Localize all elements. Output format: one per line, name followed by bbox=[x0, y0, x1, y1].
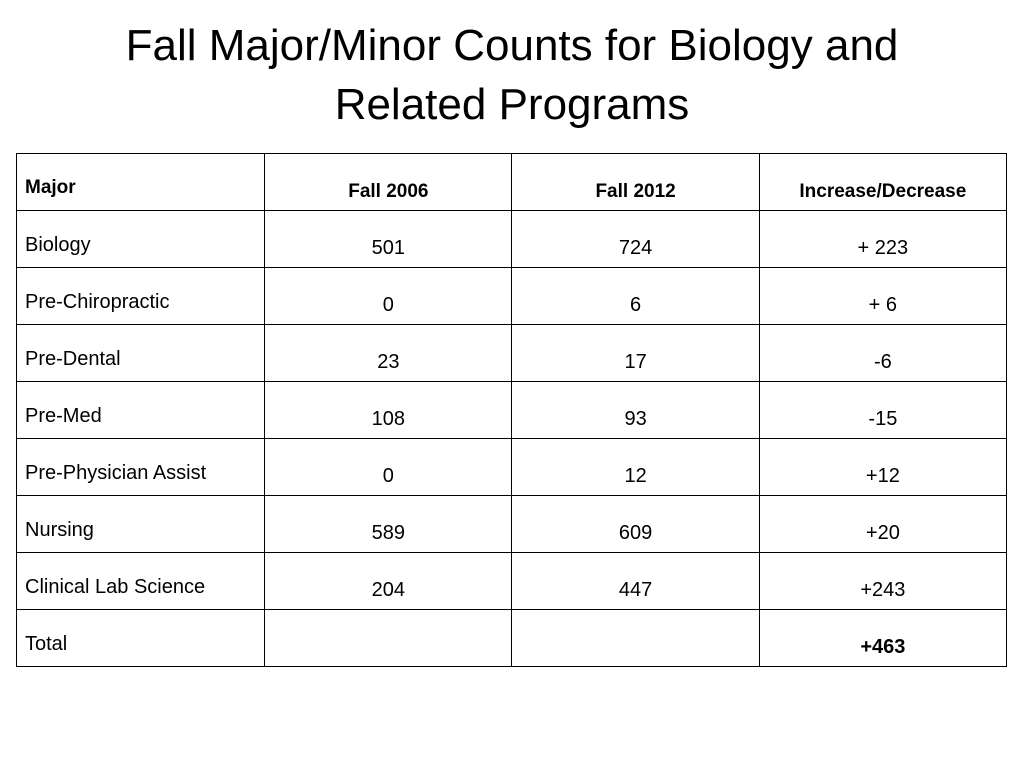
change-cell: + 6 bbox=[758, 267, 1008, 325]
slide-title-line-2: Related Programs bbox=[334, 80, 690, 129]
change-value: + 6 bbox=[868, 294, 898, 316]
counts-table: Major Fall 2006 Fall 2012 Increase/Decre… bbox=[15, 153, 1008, 667]
fall-2012-value: 609 bbox=[618, 522, 653, 544]
fall-2012-value: 12 bbox=[624, 465, 647, 487]
change-value: +20 bbox=[865, 522, 900, 544]
fall-2012-cell: 447 bbox=[511, 552, 760, 610]
change-value: -15 bbox=[868, 408, 898, 430]
major-name: Total bbox=[25, 633, 68, 655]
major-name: Clinical Lab Science bbox=[25, 576, 206, 598]
fall-2012-value: 17 bbox=[624, 351, 647, 373]
header-increase-decrease-label: Increase/Decrease bbox=[799, 181, 967, 202]
table-row: Pre-Med 108 93 -15 bbox=[15, 381, 1008, 439]
fall-2012-cell: 724 bbox=[511, 210, 760, 268]
header-fall-2006-label: Fall 2006 bbox=[348, 181, 429, 202]
header-increase-decrease: Increase/Decrease bbox=[758, 153, 1008, 211]
header-major-label: Major bbox=[25, 177, 76, 198]
change-cell: +12 bbox=[758, 438, 1008, 496]
table-row: Biology 501 724 + 223 bbox=[15, 210, 1008, 268]
total-change-cell: +463 bbox=[758, 609, 1008, 667]
slide-title-line-1: Fall Major/Minor Counts for Biology and bbox=[125, 21, 899, 70]
fall-2012-cell: 609 bbox=[511, 495, 760, 553]
table-row: Clinical Lab Science 204 447 +243 bbox=[15, 552, 1008, 610]
fall-2006-cell bbox=[264, 609, 513, 667]
fall-2012-value: 6 bbox=[630, 294, 642, 316]
major-cell: Pre-Med bbox=[15, 381, 266, 439]
major-cell: Pre-Physician Assist bbox=[15, 438, 266, 496]
major-name: Pre-Dental bbox=[25, 348, 121, 370]
major-name: Nursing bbox=[25, 519, 94, 541]
table-header-row: Major Fall 2006 Fall 2012 Increase/Decre… bbox=[15, 153, 1008, 211]
counts-table-container: Major Fall 2006 Fall 2012 Increase/Decre… bbox=[15, 153, 1008, 667]
fall-2006-value: 204 bbox=[371, 579, 406, 601]
fall-2012-cell bbox=[511, 609, 760, 667]
table-row: Pre-Chiropractic 0 6 + 6 bbox=[15, 267, 1008, 325]
table-row: Nursing 589 609 +20 bbox=[15, 495, 1008, 553]
table-total-row: Total +463 bbox=[15, 609, 1008, 667]
major-cell: Nursing bbox=[15, 495, 266, 553]
major-cell: Pre-Chiropractic bbox=[15, 267, 266, 325]
fall-2012-cell: 17 bbox=[511, 324, 760, 382]
header-fall-2006: Fall 2006 bbox=[264, 153, 513, 211]
fall-2006-cell: 23 bbox=[264, 324, 513, 382]
fall-2006-cell: 589 bbox=[264, 495, 513, 553]
change-cell: +20 bbox=[758, 495, 1008, 553]
change-cell: +243 bbox=[758, 552, 1008, 610]
change-cell: + 223 bbox=[758, 210, 1008, 268]
total-change-value: +463 bbox=[860, 636, 906, 658]
table-row: Pre-Dental 23 17 -6 bbox=[15, 324, 1008, 382]
change-value: + 223 bbox=[857, 237, 909, 259]
table-row: Pre-Physician Assist 0 12 +12 bbox=[15, 438, 1008, 496]
major-name: Pre-Med bbox=[25, 405, 102, 427]
change-value: +12 bbox=[865, 465, 900, 487]
fall-2006-value: 23 bbox=[377, 351, 400, 373]
major-cell: Biology bbox=[15, 210, 266, 268]
major-cell: Clinical Lab Science bbox=[15, 552, 266, 610]
header-major: Major bbox=[15, 153, 266, 211]
slide-title: Fall Major/Minor Counts for Biology and … bbox=[40, 16, 984, 134]
fall-2006-value: 0 bbox=[382, 294, 394, 316]
fall-2006-value: 0 bbox=[382, 465, 394, 487]
fall-2006-cell: 204 bbox=[264, 552, 513, 610]
header-fall-2012-label: Fall 2012 bbox=[595, 181, 676, 202]
fall-2006-cell: 0 bbox=[264, 267, 513, 325]
fall-2006-value: 108 bbox=[371, 408, 406, 430]
fall-2012-cell: 6 bbox=[511, 267, 760, 325]
change-value: -6 bbox=[873, 351, 892, 373]
fall-2006-cell: 0 bbox=[264, 438, 513, 496]
major-name: Pre-Chiropractic bbox=[25, 291, 170, 313]
fall-2006-value: 589 bbox=[371, 522, 406, 544]
major-name: Pre-Physician Assist bbox=[25, 462, 207, 484]
major-cell: Pre-Dental bbox=[15, 324, 266, 382]
fall-2012-value: 93 bbox=[624, 408, 647, 430]
fall-2012-value: 447 bbox=[618, 579, 653, 601]
change-cell: -6 bbox=[758, 324, 1008, 382]
fall-2006-cell: 108 bbox=[264, 381, 513, 439]
header-fall-2012: Fall 2012 bbox=[511, 153, 760, 211]
fall-2012-cell: 12 bbox=[511, 438, 760, 496]
fall-2012-value: 724 bbox=[618, 237, 653, 259]
major-cell: Total bbox=[15, 609, 266, 667]
fall-2012-cell: 93 bbox=[511, 381, 760, 439]
change-cell: -15 bbox=[758, 381, 1008, 439]
major-name: Biology bbox=[25, 234, 91, 256]
fall-2006-value: 501 bbox=[371, 237, 406, 259]
change-value: +243 bbox=[860, 579, 906, 601]
fall-2006-cell: 501 bbox=[264, 210, 513, 268]
